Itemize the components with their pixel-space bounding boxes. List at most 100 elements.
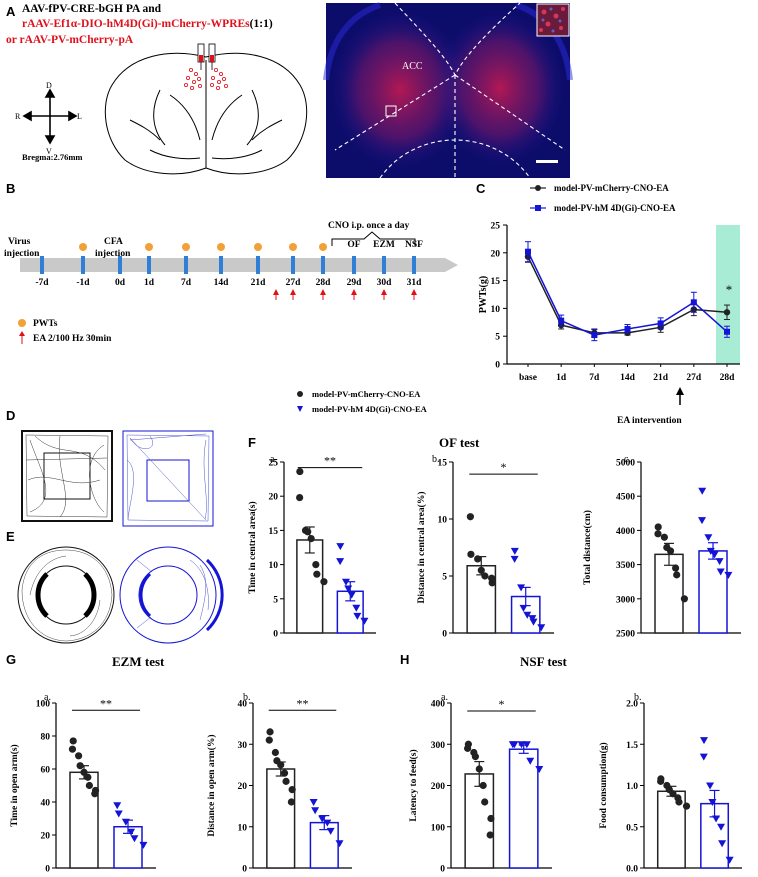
timeline-tick: [81, 256, 85, 274]
timeline-tick: [118, 256, 122, 274]
y-tick-label: 40: [238, 700, 248, 710]
data-point: [335, 840, 344, 848]
data-point: [487, 814, 495, 823]
data-point: [280, 769, 289, 777]
panel-a-virus-line2-main: rAAV-Ef1α-DIO-hM4D(Gi)-mCherry-WPREs: [22, 18, 250, 30]
pwts-dot: [289, 243, 297, 251]
data-point: [85, 781, 93, 790]
data-point: [510, 547, 519, 555]
cfa-injection-label-1: CFA: [104, 237, 123, 247]
timeline-day-label: 21d: [251, 278, 267, 288]
data-point: [529, 618, 538, 626]
compass-v: V: [46, 147, 52, 156]
timeline-day-label: 29d: [347, 278, 363, 288]
panel-c-letter: C: [476, 181, 486, 196]
panel-a-virus-line3: or rAAV-PV-mCherry-pA: [6, 34, 134, 46]
data-point: [68, 745, 77, 753]
data-point: [669, 790, 677, 798]
virus-injection-label-2: injection: [4, 249, 40, 259]
y-tick-label: 20: [269, 493, 279, 503]
legend-ea-label: EA 2/100 Hz 30min: [33, 334, 112, 344]
syringe-icon: [197, 43, 216, 70]
data-point: [673, 571, 681, 579]
y-tick-label: 1.0: [626, 782, 638, 792]
data-point: [474, 555, 482, 563]
data-point: [654, 523, 662, 531]
timeline-tick: [352, 256, 356, 274]
data-point: [591, 332, 598, 339]
y-tick-label: 5: [273, 595, 278, 605]
ea-arrow-icon: [381, 289, 387, 300]
series-line: [527, 256, 728, 334]
data-point: [320, 578, 328, 586]
data-point: [660, 533, 668, 541]
data-point: [475, 765, 483, 773]
data-point: [715, 558, 724, 566]
acc-micrograph-image: ACC: [323, 2, 573, 179]
subpanel-label: b.: [634, 692, 642, 703]
panel-h-title: NSF test: [520, 654, 567, 669]
pwts-dot: [79, 243, 87, 251]
data-point: [724, 571, 733, 579]
legend-f-marker-1: [297, 391, 303, 397]
data-point: [466, 513, 474, 521]
bar: [69, 771, 99, 869]
injection-site-dots: [183, 68, 228, 91]
y-axis-label: Distance in central area(%): [416, 492, 427, 604]
bar: [266, 768, 296, 869]
data-point: [313, 570, 321, 578]
subpanel-label: b.: [432, 454, 440, 465]
legend-f-label-1: model-PV-mCherry-CNO-EA: [312, 389, 421, 399]
data-point: [121, 818, 130, 826]
timeline-tick: [382, 256, 386, 274]
scale-bar: [536, 160, 558, 163]
y-tick-label: 0: [442, 630, 447, 640]
chart-c: 0 5 10 15 20 25 base 1d 7d 14d 21d 27d 28d PWTs(g) *: [478, 222, 740, 405]
chart-fb: 0 5 10 15b. Distance in central area(%) *: [416, 454, 554, 640]
panel-c: C model-PV-mCherry-CNO-EA model-PV-hM 4D…: [476, 181, 740, 426]
y-tick-label: 20: [238, 782, 248, 792]
y-tick-label: 0: [440, 865, 445, 875]
y-tick-label: 200: [431, 782, 446, 792]
data-point: [706, 782, 715, 790]
data-point: [288, 786, 296, 794]
data-point: [680, 595, 689, 603]
data-point: [353, 612, 362, 620]
y-tick-label: 400: [431, 700, 446, 710]
data-point: [698, 517, 706, 525]
timeline-tick: [291, 256, 295, 274]
data-point: [517, 741, 526, 749]
data-point: [80, 768, 88, 776]
timeline-day-label: -7d: [35, 278, 49, 288]
data-point: [657, 320, 664, 327]
data-point: [657, 777, 665, 785]
timeline-tick: [256, 256, 260, 274]
pwts-dot: [217, 243, 225, 251]
y-tick-label: 3000: [616, 595, 635, 605]
panel-e-letter: E: [6, 529, 15, 544]
ea-arrow-icon: [273, 289, 279, 300]
bregma-label: Bregma:2.76mm: [22, 152, 83, 162]
data-point: [336, 543, 345, 551]
y-tick-label: 0: [45, 865, 50, 875]
pwts-dot: [145, 243, 153, 251]
data-point: [522, 741, 531, 749]
ea-arrow-icon: [290, 289, 296, 300]
y-tick-label: 20: [491, 249, 501, 259]
y-tick-label: 1.5: [626, 741, 638, 751]
data-point: [535, 766, 544, 773]
x-tick-label: 14d: [620, 373, 636, 383]
y-axis-label: Food consumption(g): [598, 742, 609, 828]
panel-e-ezm-tracks: E: [6, 529, 224, 644]
data-point: [690, 299, 697, 306]
data-point: [699, 737, 708, 745]
x-tick-label: 1d: [556, 373, 567, 383]
data-point: [296, 467, 304, 476]
data-point: [537, 624, 546, 632]
test-label: NSF: [405, 240, 423, 250]
panel-h-letter: H: [400, 652, 409, 667]
data-point: [682, 802, 691, 810]
timeline-day-label: -1d: [76, 278, 90, 288]
